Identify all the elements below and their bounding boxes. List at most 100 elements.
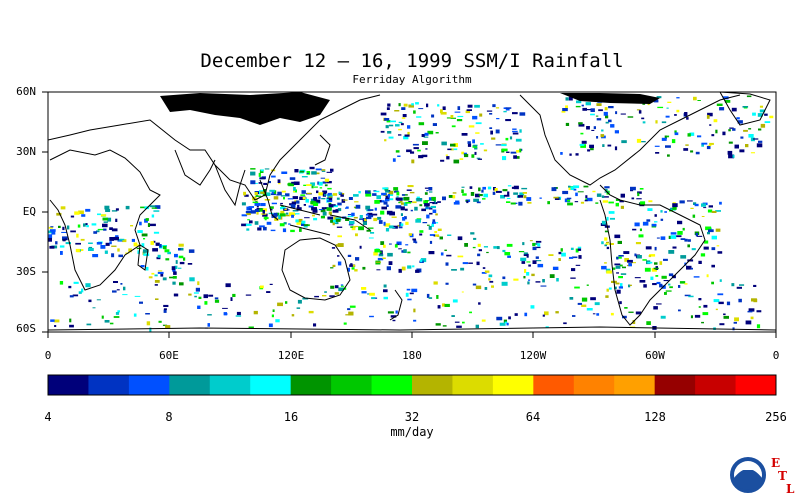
rain-patch	[72, 294, 79, 297]
rain-patch	[593, 126, 596, 130]
rain-patch	[349, 305, 356, 308]
rain-patch	[178, 255, 184, 259]
rain-patch	[648, 255, 651, 258]
rain-patch	[405, 292, 409, 297]
rain-patch	[572, 315, 576, 317]
rain-patch	[394, 244, 398, 248]
rain-patch	[294, 213, 300, 215]
rain-patch	[629, 284, 632, 286]
rain-patch	[386, 107, 390, 110]
rain-patch	[695, 151, 700, 155]
rain-patch	[701, 321, 704, 324]
rain-patch	[121, 239, 127, 243]
rain-patch	[634, 253, 637, 257]
rain-patch	[444, 303, 450, 307]
rain-patch	[134, 295, 141, 297]
rain-patch	[638, 110, 642, 114]
rain-patch	[697, 135, 702, 138]
rain-patch	[453, 159, 460, 164]
rain-patch	[756, 310, 762, 313]
rain-patch	[70, 215, 75, 218]
rain-patch	[117, 310, 120, 313]
rain-patch	[254, 192, 258, 196]
rain-patch	[520, 257, 527, 261]
rain-patch	[619, 200, 624, 203]
rain-patch	[109, 237, 114, 241]
rain-patch	[413, 308, 416, 313]
rain-patch	[318, 209, 323, 211]
rain-patch	[445, 282, 449, 285]
rain-patch	[505, 137, 509, 141]
rain-patch	[421, 134, 425, 137]
rain-patch	[519, 112, 526, 116]
rain-patch	[157, 254, 161, 258]
rain-patch	[652, 283, 657, 286]
rain-patch	[266, 291, 271, 293]
rain-patch	[636, 138, 642, 143]
rain-patch	[702, 312, 709, 316]
rain-patch	[604, 107, 608, 111]
lat-label-30n: 30N	[16, 145, 36, 158]
rain-patch	[399, 222, 402, 226]
rain-patch	[445, 154, 448, 156]
rain-patch	[390, 315, 397, 318]
rain-patch	[249, 220, 253, 224]
rain-patch	[639, 280, 646, 283]
rain-patch	[620, 283, 623, 287]
rain-patch	[241, 214, 248, 217]
rain-patch	[549, 274, 555, 278]
rain-patch	[143, 253, 150, 256]
rain-patch	[385, 228, 390, 232]
rain-patch	[160, 273, 164, 277]
rain-patch	[388, 225, 394, 229]
rain-patch	[630, 186, 636, 191]
rain-patch	[684, 294, 691, 297]
rain-patch	[580, 144, 586, 148]
rain-patch	[142, 251, 146, 255]
rain-patch	[504, 252, 511, 256]
rain-patch	[585, 195, 588, 199]
rain-patch	[367, 209, 374, 211]
rain-patch	[115, 312, 120, 315]
rain-patch	[727, 150, 733, 155]
rain-patch	[575, 192, 578, 197]
no-data-region-2	[560, 93, 660, 104]
rain-patch	[281, 190, 286, 193]
rain-patch	[425, 148, 428, 150]
rain-patch	[383, 289, 388, 293]
rain-patch	[153, 231, 160, 234]
rain-patch	[472, 283, 477, 286]
rain-patch	[687, 133, 691, 137]
rain-patch	[262, 192, 267, 196]
rain-patch	[466, 109, 472, 111]
rain-patch	[769, 115, 774, 119]
rain-patch	[628, 263, 632, 267]
rain-patch	[614, 234, 621, 239]
rain-patch	[440, 252, 444, 256]
rain-patch	[719, 323, 725, 326]
rain-patch	[628, 311, 634, 313]
rain-patch	[315, 168, 322, 171]
rain-patch	[136, 247, 142, 250]
rain-patch	[272, 309, 275, 312]
rain-patch	[655, 275, 659, 277]
rain-patch	[467, 104, 473, 108]
rain-patch	[476, 261, 480, 266]
rain-patch	[500, 195, 505, 199]
rain-patch	[424, 192, 428, 195]
rain-patch	[738, 298, 742, 303]
rain-patch	[580, 201, 585, 204]
rain-patch	[756, 143, 763, 148]
rain-patch	[158, 320, 162, 323]
rain-patch	[558, 258, 561, 261]
rain-patch	[50, 319, 55, 322]
rain-patch	[516, 150, 520, 153]
rain-patch	[382, 257, 386, 259]
rain-patch	[290, 204, 296, 209]
rain-patch	[484, 270, 490, 273]
rain-patch	[252, 201, 259, 204]
rain-patch	[728, 141, 733, 144]
rain-patch	[468, 262, 473, 264]
rain-patch	[123, 286, 126, 291]
rain-patch	[614, 130, 619, 134]
